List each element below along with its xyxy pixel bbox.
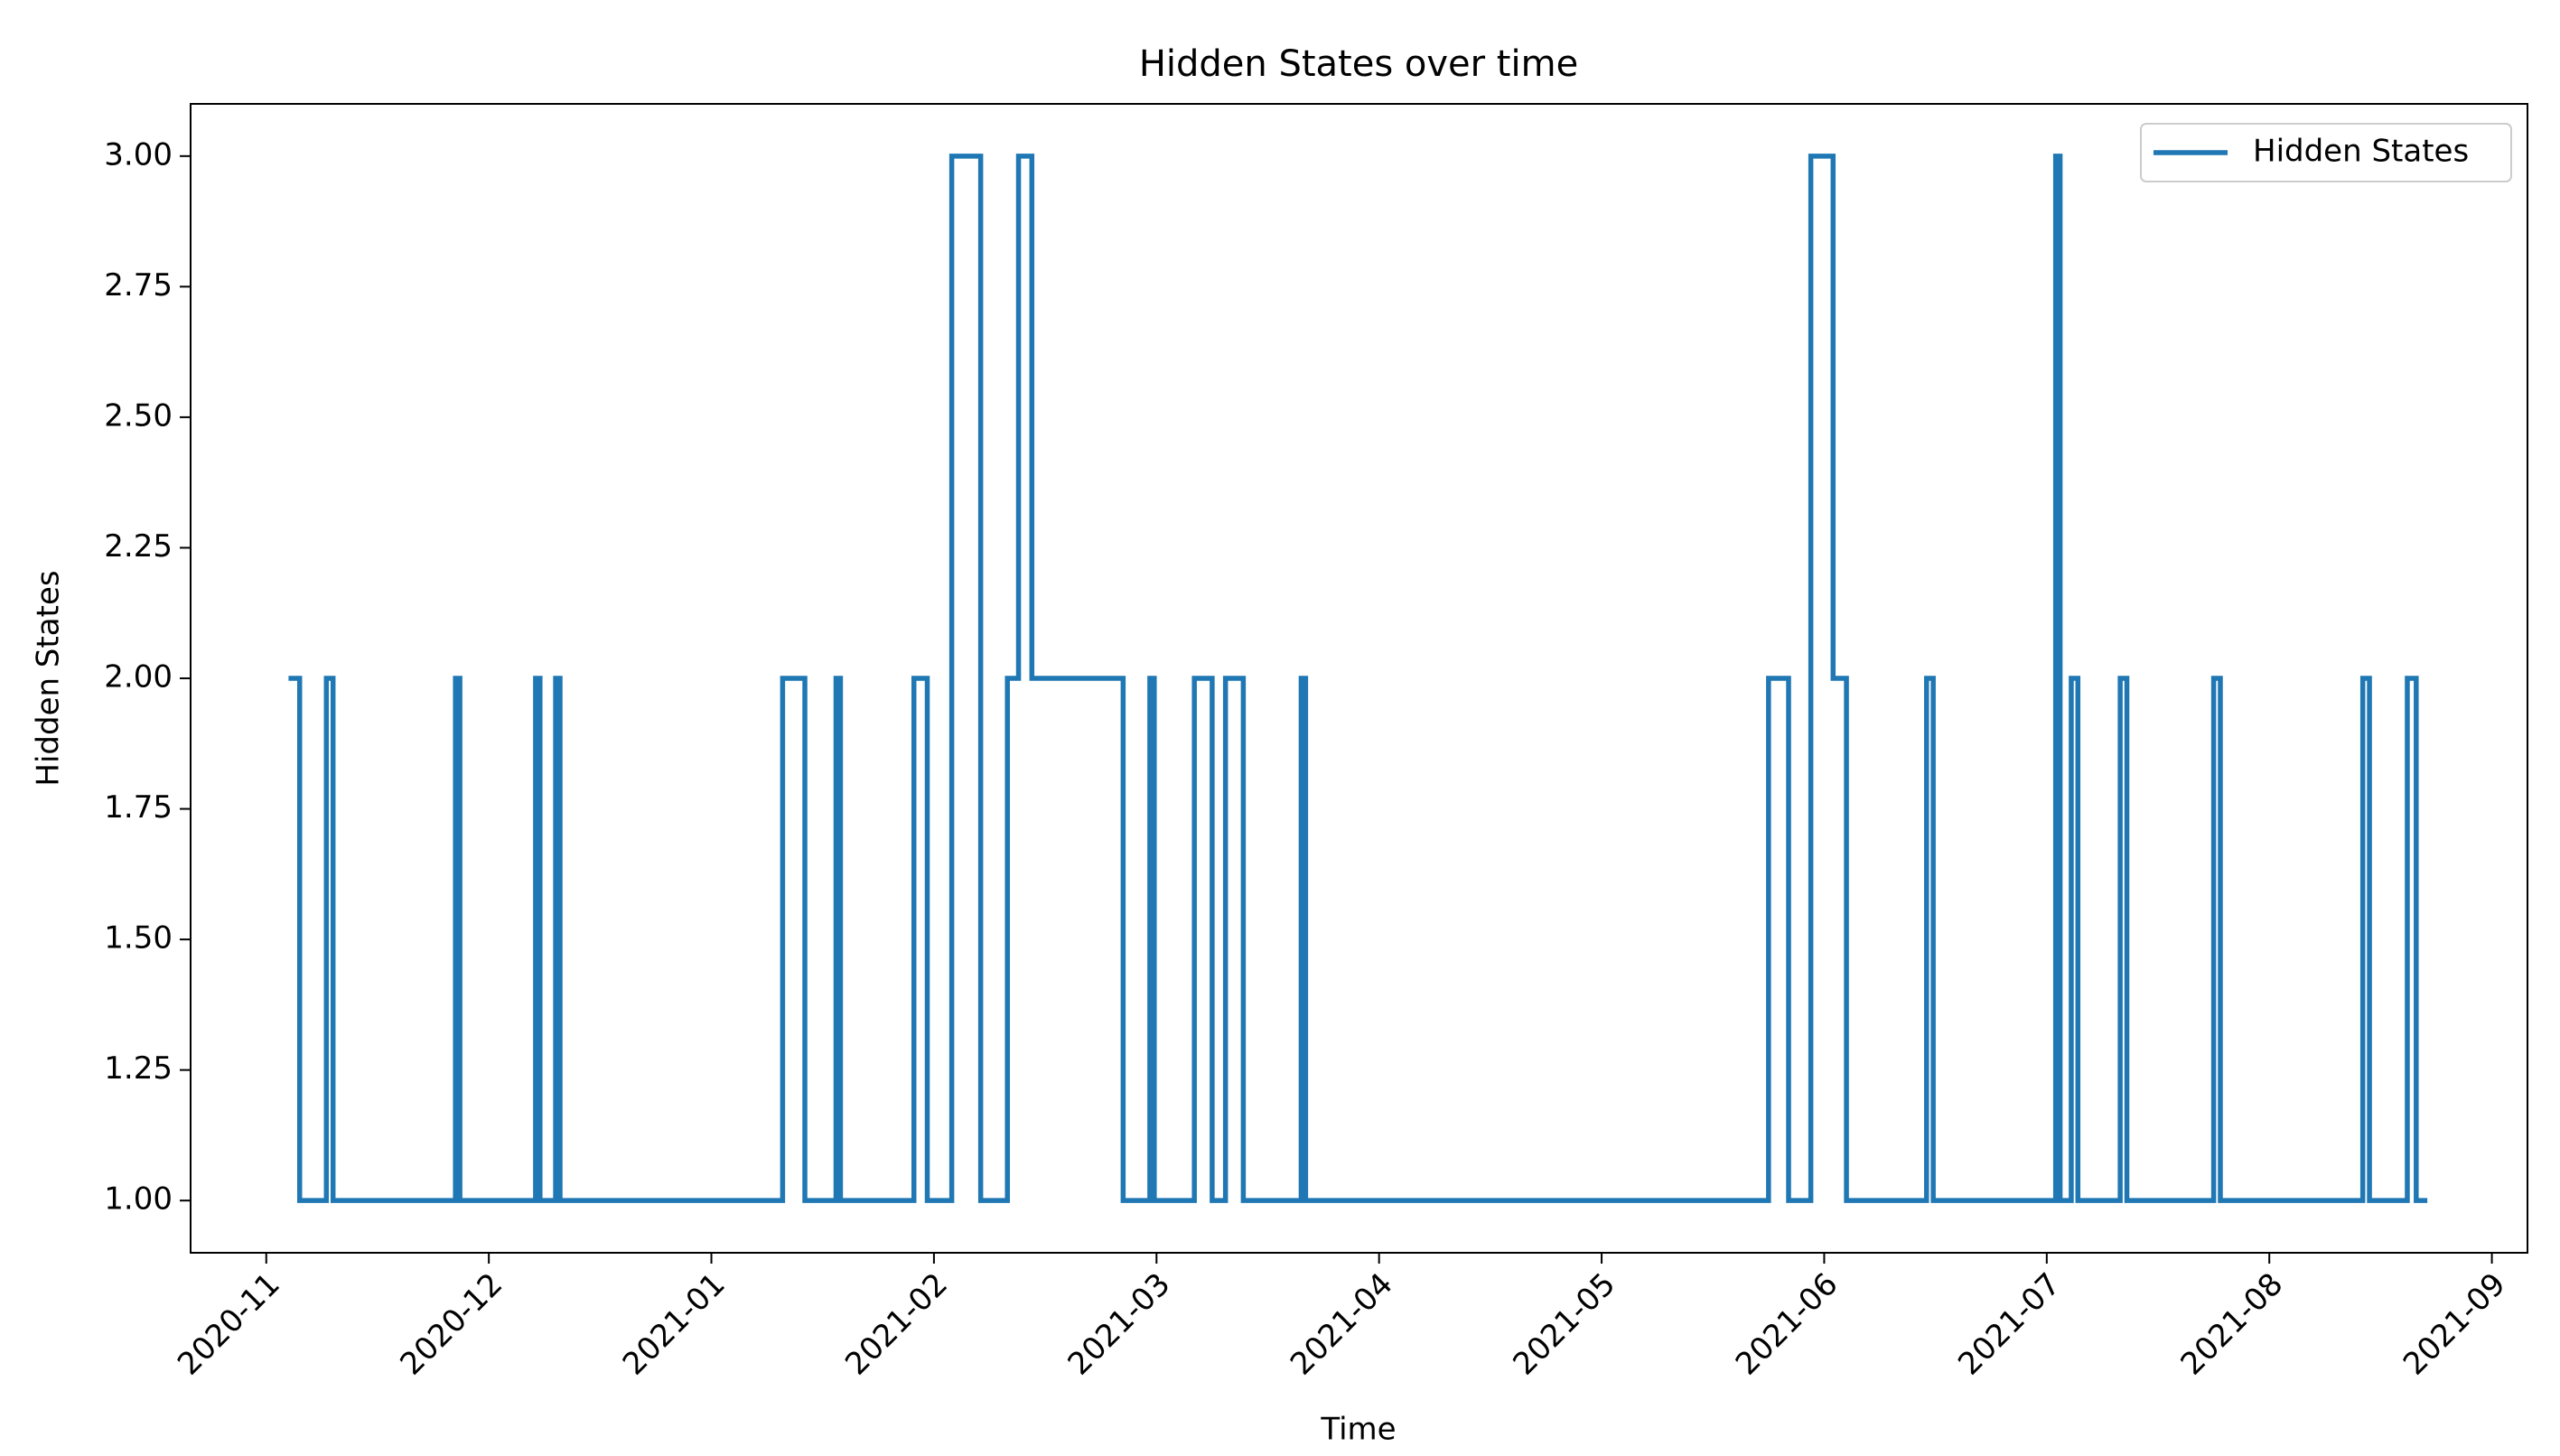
y-tick-label: 2.25 bbox=[104, 528, 173, 565]
y-tick-label: 2.50 bbox=[104, 397, 173, 434]
y-axis-label: Hidden States bbox=[31, 570, 67, 786]
x-tick-label: 2020-11 bbox=[171, 1266, 287, 1383]
y-tick-label: 2.75 bbox=[104, 267, 173, 303]
x-tick-label: 2021-09 bbox=[2396, 1266, 2513, 1383]
legend-box bbox=[2140, 123, 2512, 182]
x-tick-label: 2021-01 bbox=[616, 1266, 733, 1383]
y-tick-label: 2.00 bbox=[104, 659, 173, 695]
y-tick-label: 1.50 bbox=[104, 920, 173, 957]
x-tick-label: 2021-04 bbox=[1284, 1266, 1400, 1383]
x-tick-label: 2021-02 bbox=[838, 1266, 955, 1383]
y-tick-label: 1.75 bbox=[104, 789, 173, 826]
x-axis-label: Time bbox=[1320, 1412, 1396, 1448]
x-tick-label: 2021-08 bbox=[2174, 1266, 2291, 1383]
legend-label: Hidden States bbox=[2253, 134, 2469, 170]
x-tick-label: 2020-12 bbox=[393, 1266, 509, 1383]
plot-frame bbox=[190, 103, 2528, 1254]
chart-title: Hidden States over time bbox=[1139, 43, 1578, 85]
x-tick-label: 2021-05 bbox=[1506, 1266, 1622, 1383]
y-tick-label: 3.00 bbox=[104, 136, 173, 173]
series-line bbox=[288, 154, 2428, 1203]
x-tick-label: 2021-07 bbox=[1951, 1266, 2068, 1383]
y-tick-label: 1.00 bbox=[104, 1181, 173, 1218]
x-tick-label: 2021-03 bbox=[1061, 1266, 1178, 1383]
y-tick-label: 1.25 bbox=[104, 1050, 173, 1087]
x-tick-label: 2021-06 bbox=[1729, 1266, 1845, 1383]
